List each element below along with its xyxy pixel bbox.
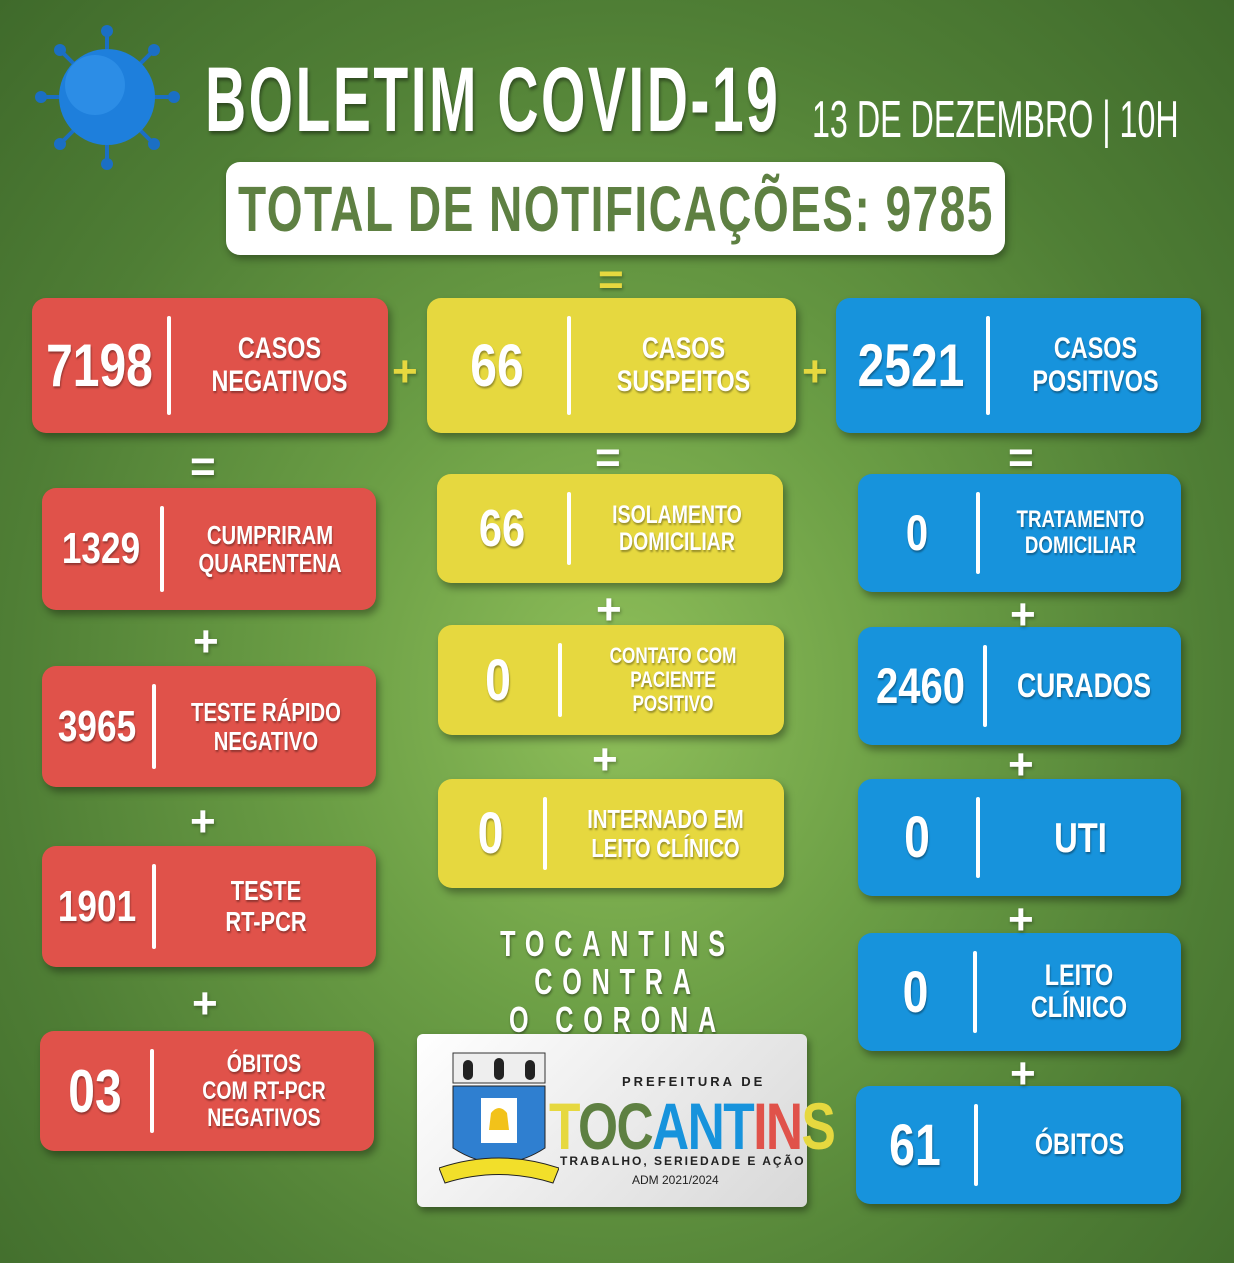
coat-of-arms-icon [439,1052,559,1184]
equals-sign: = [598,255,624,304]
page-title: BOLETIM COVID-19 [205,49,781,151]
divider [986,316,990,415]
equals-sign: = [190,442,216,491]
card-obitos-negativos: 03 ÓBITOS COM RT-PCR NEGATIVOS [40,1031,374,1151]
main-negative-card: 7198 CASOS NEGATIVOS [32,298,388,433]
plus-sign: + [592,735,618,784]
card-value: 03 [68,1057,122,1125]
virus-icon [35,25,180,170]
card-label: TESTE RÁPIDO NEGATIVO [191,697,341,756]
bulletin-date: 13 DE DEZEMBRO | 10H [812,91,1179,149]
divider [973,951,977,1033]
card-leito-clinico: 0 LEITO CLÍNICO [858,933,1181,1051]
card-label: INTERNADO EM LEITO CLÍNICO [587,804,744,863]
card-curados: 2460 CURADOS [858,627,1181,745]
card-value: 0 [905,505,929,561]
card-label: TRATAMENTO DOMICILIAR [1016,506,1145,559]
plus-sign: + [802,347,828,396]
divider [167,316,171,415]
card-value: 7198 [46,332,153,399]
divider [543,797,547,870]
equals-sign: = [595,433,621,482]
card-teste-rt-pcr: 1901 TESTE RT-PCR [42,846,376,967]
card-label: ÓBITOS [1034,1127,1125,1161]
logo-term: ADM 2021/2024 [632,1173,719,1187]
divider [152,864,156,949]
card-value: 66 [470,332,524,399]
card-label: CASOS POSITIVOS [1032,332,1159,398]
card-value: 2460 [876,658,965,714]
card-teste-rapido-negativo: 3965 TESTE RÁPIDO NEGATIVO [42,666,376,787]
card-uti: 0 UTI [858,779,1181,896]
logo-motto: TRABALHO, SERIEDADE E AÇÃO [560,1154,806,1168]
divider [567,316,571,415]
plus-sign: + [1010,1049,1036,1098]
equals-sign: = [1008,433,1034,482]
divider [983,645,987,727]
main-suspect-card: 66 CASOS SUSPEITOS [427,298,796,433]
card-label: CUMPRIRAM QUARENTENA [198,519,342,578]
card-value: 3965 [57,701,137,751]
card-label: CASOS SUSPEITOS [616,332,751,398]
card-value: 0 [485,647,511,713]
card-value: 1901 [57,881,137,931]
plus-sign: + [190,797,216,846]
prefeitura-logo: PREFEITURA DE TOCANTINS TRABALHO, SERIED… [417,1034,836,1207]
plus-sign: + [1008,740,1034,789]
card-contato-paciente: 0 CONTATO COM PACIENTE POSITIVO [438,625,784,735]
main-positive-card: 2521 CASOS POSITIVOS [836,298,1201,433]
card-label: CURADOS [1016,666,1152,705]
card-internado-leito-clinico: 0 INTERNADO EM LEITO CLÍNICO [438,779,784,888]
divider [974,1104,978,1186]
card-obitos: 61 ÓBITOS [856,1086,1181,1204]
divider [976,797,980,878]
card-tratamento-domiciliar: 0 TRATAMENTO DOMICILIAR [858,474,1181,592]
total-notifications-label: TOTAL DE NOTIFICAÇÕES: 9785 [237,172,994,245]
slogan: TOCANTINS CONTRA O CORONA [500,923,735,1040]
card-label: ISOLAMENTO DOMICILIAR [612,500,742,556]
divider [567,492,571,565]
divider [150,1049,154,1133]
card-label: UTI [1054,813,1107,861]
card-label: LEITO CLÍNICO [1030,958,1128,1024]
card-value: 61 [889,1112,941,1178]
plus-sign: + [1010,590,1036,639]
logo-name: TOCANTINS [549,1089,836,1163]
plus-sign: + [193,617,219,666]
divider [976,492,980,574]
card-value: 0 [904,805,930,870]
plus-sign: + [392,347,418,396]
divider [160,506,164,592]
card-label: CONTATO COM PACIENTE POSITIVO [609,643,737,716]
card-label: TESTE RT-PCR [225,875,307,937]
card-isolamento-domiciliar: 66 ISOLAMENTO DOMICILIAR [437,474,783,583]
card-cumpriram-quarentena: 1329 CUMPRIRAM QUARENTENA [42,488,376,610]
card-value: 2521 [857,332,965,399]
total-notifications: TOTAL DE NOTIFICAÇÕES: 9785 [226,162,1005,255]
divider [152,684,156,769]
plus-sign: + [1008,895,1034,944]
card-value: 0 [902,959,929,1025]
card-value: 0 [477,801,504,866]
card-value: 1329 [61,524,141,573]
card-value: 66 [478,499,526,558]
plus-sign: + [596,585,622,634]
logo-prefix: PREFEITURA DE [622,1074,766,1089]
card-label: ÓBITOS COM RT-PCR NEGATIVOS [202,1049,326,1132]
card-label: CASOS NEGATIVOS [211,332,348,398]
plus-sign: + [192,979,218,1028]
divider [558,643,562,717]
